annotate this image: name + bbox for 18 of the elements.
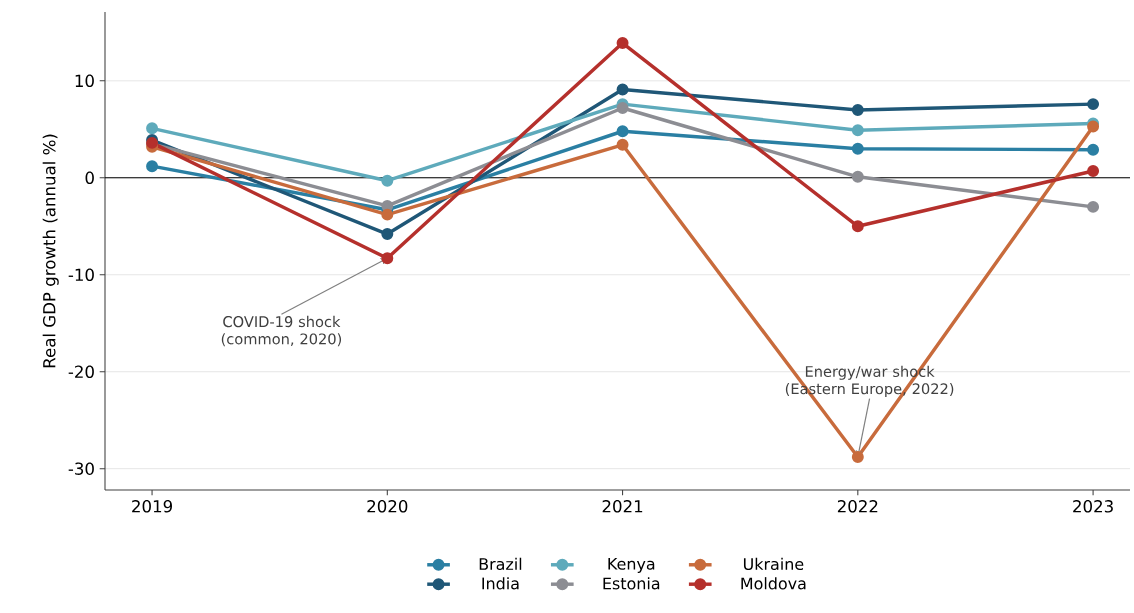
legend-label: India <box>482 577 519 590</box>
legend-label: Moldova <box>741 577 806 590</box>
y-tick-label: -30 <box>68 462 94 475</box>
y-tick-label: -10 <box>68 268 94 282</box>
y-tick-label: 0 <box>85 171 94 185</box>
annotation: COVID-19 shock (common, 2020) <box>221 315 342 347</box>
legend-label: Estonia <box>603 577 660 590</box>
y-axis-title: Real GDP growth (annual %) <box>42 134 59 368</box>
y-tick-label: -20 <box>68 365 94 378</box>
y-tick-label: 10 <box>75 74 94 88</box>
x-tick-label: 2019 <box>132 500 172 513</box>
x-tick-label: 2023 <box>1073 500 1113 513</box>
x-tick-label: 2022 <box>837 500 878 513</box>
legend-label: Kenya <box>608 557 655 573</box>
x-tick-label: 2021 <box>602 500 643 513</box>
legend-label: Ukraine <box>743 557 804 571</box>
x-tick-label: 2020 <box>367 500 408 513</box>
legend-label: Brazil <box>479 557 522 571</box>
